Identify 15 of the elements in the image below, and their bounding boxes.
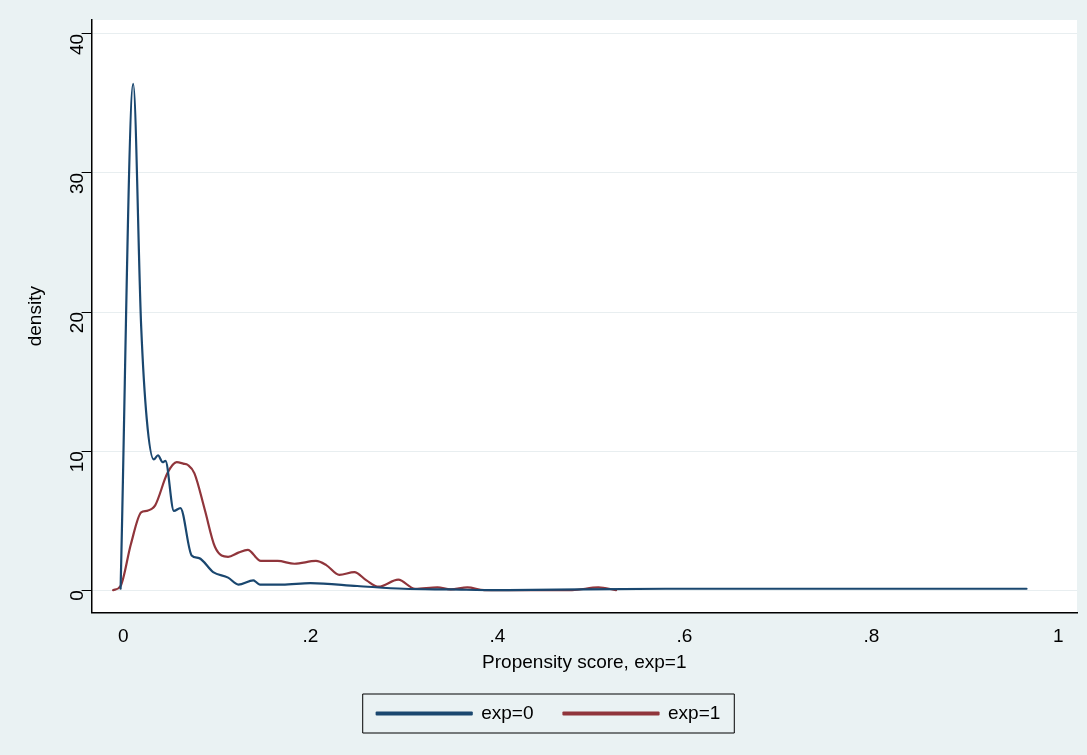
x-tick-label: .4 xyxy=(489,625,506,647)
x-axis-title: Propensity score, exp=1 xyxy=(482,650,687,672)
y-tick-label: 30 xyxy=(65,172,87,195)
x-tick-label: .8 xyxy=(863,625,880,647)
x-tick-label: 0 xyxy=(118,625,129,647)
x-tick-label: .6 xyxy=(676,625,693,647)
y-tick-label: 10 xyxy=(65,451,87,473)
x-tick-label: 1 xyxy=(1053,625,1064,647)
legend-label: exp=0 xyxy=(481,701,534,723)
legend-label: exp=1 xyxy=(668,701,721,723)
x-tick-label: .2 xyxy=(302,625,319,647)
y-tick-label: 0 xyxy=(65,590,87,601)
y-tick-label: 20 xyxy=(65,312,87,334)
y-tick-label: 40 xyxy=(65,33,87,56)
y-axis-title: density xyxy=(23,285,45,347)
